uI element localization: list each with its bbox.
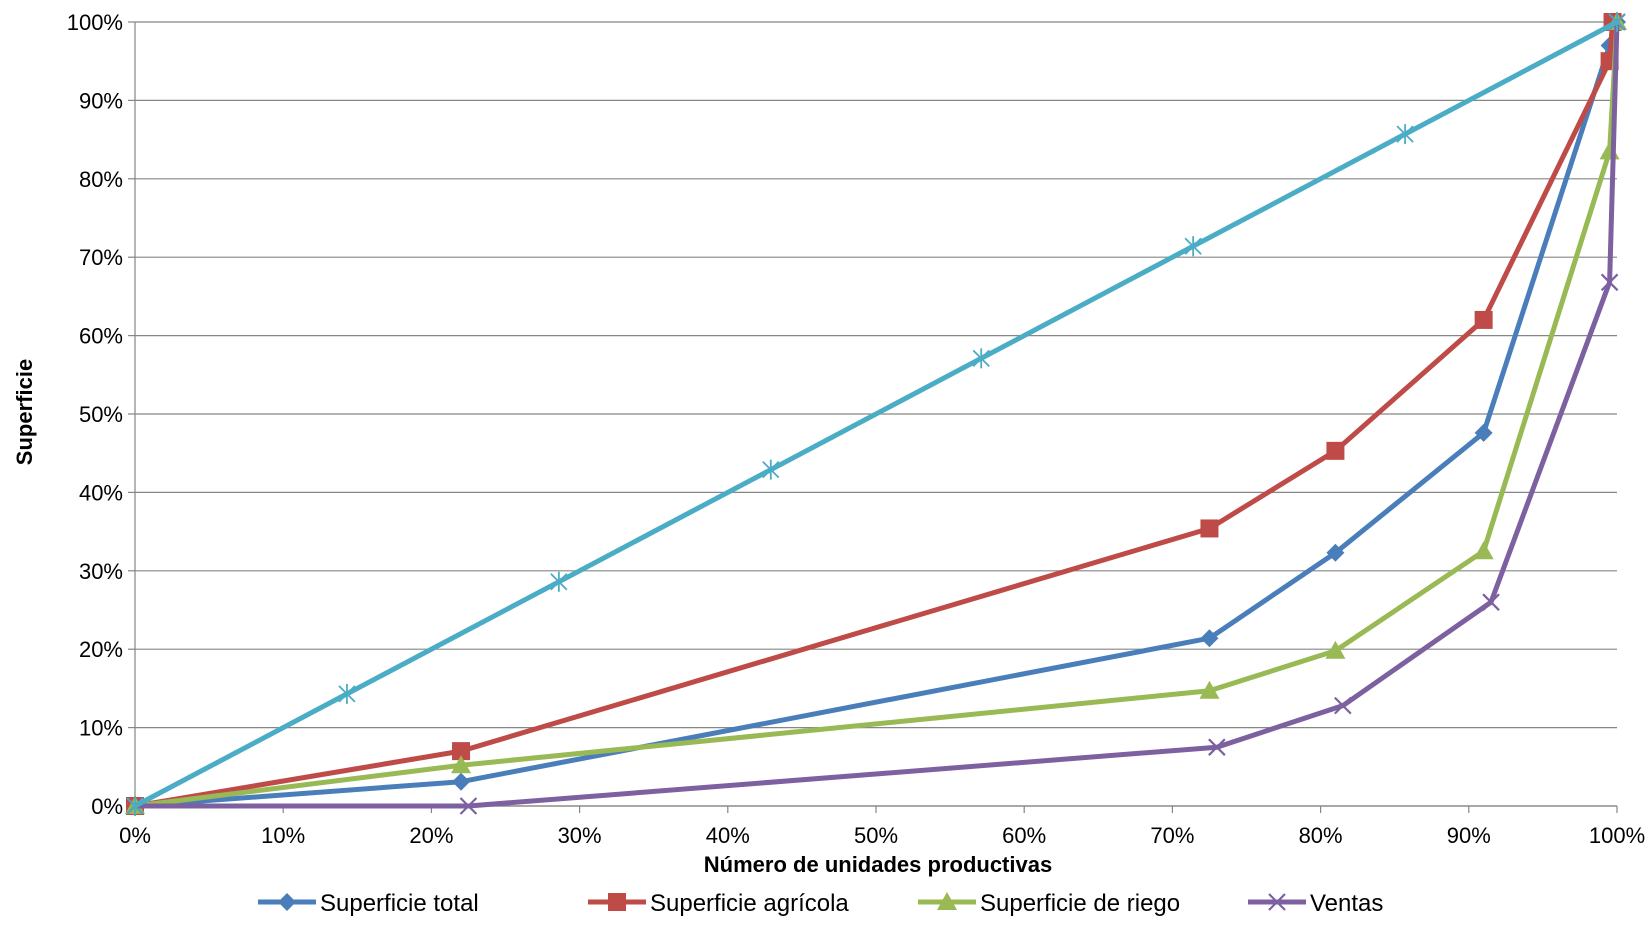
x-tick-label: 0% xyxy=(119,823,151,848)
y-axis-title: Superficie xyxy=(12,359,37,465)
legend-item: Superficie agrícola xyxy=(588,890,849,917)
y-tick-label: 70% xyxy=(79,245,123,270)
tick-labels: 0% 10% 20% 30% 40% 50% 60% 70% 80% 90% 100% 0% 10% 20… xyxy=(67,10,1645,848)
data-point xyxy=(339,684,355,704)
x-tick-label: 90% xyxy=(1447,823,1491,848)
legend-label: Superficie agrícola xyxy=(650,890,849,917)
data-point xyxy=(452,773,470,791)
x-tick-label: 70% xyxy=(1150,823,1194,848)
y-tick-label: 60% xyxy=(79,324,123,349)
legend-label: Ventas xyxy=(1310,890,1383,917)
data-point xyxy=(763,460,779,480)
data-point xyxy=(551,572,567,592)
x-axis-title: Número de unidades productivas xyxy=(704,852,1052,877)
x-tick-label: 60% xyxy=(1002,823,1046,848)
legend-item: Ventas xyxy=(1248,890,1383,917)
x-tick-label: 10% xyxy=(261,823,305,848)
x-tick-label: 50% xyxy=(854,823,898,848)
x-tick-label: 80% xyxy=(1299,823,1343,848)
legend-marker xyxy=(278,893,296,911)
y-tick-label: 40% xyxy=(79,480,123,505)
x-tick-label: 100% xyxy=(1589,823,1645,848)
y-tick-label: 80% xyxy=(79,167,123,192)
legend-marker xyxy=(608,893,626,911)
data-point xyxy=(1600,141,1620,159)
legend-label: Superficie total xyxy=(320,890,479,917)
data-point xyxy=(1474,541,1494,559)
data-point xyxy=(973,348,989,368)
y-tick-label: 50% xyxy=(79,402,123,427)
data-point xyxy=(1326,442,1344,460)
x-tick-label: 40% xyxy=(706,823,750,848)
y-tick-label: 100% xyxy=(67,10,123,35)
data-point xyxy=(1475,311,1493,329)
y-tick-label: 20% xyxy=(79,637,123,662)
legend: Superficie total Superficie agrícola Super… xyxy=(258,890,1383,917)
legend-item: Superficie de riego xyxy=(918,890,1180,917)
y-tick-label: 0% xyxy=(91,794,123,819)
legend-label: Superficie de riego xyxy=(980,890,1180,917)
x-tick-label: 20% xyxy=(409,823,453,848)
y-tick-label: 10% xyxy=(79,716,123,741)
data-point xyxy=(1185,236,1201,256)
data-point xyxy=(1397,124,1413,144)
data-point xyxy=(1200,519,1218,537)
x-tick-label: 30% xyxy=(558,823,602,848)
y-tick-label: 90% xyxy=(79,88,123,113)
legend-item: Superficie total xyxy=(258,890,479,917)
y-tick-label: 30% xyxy=(79,559,123,584)
